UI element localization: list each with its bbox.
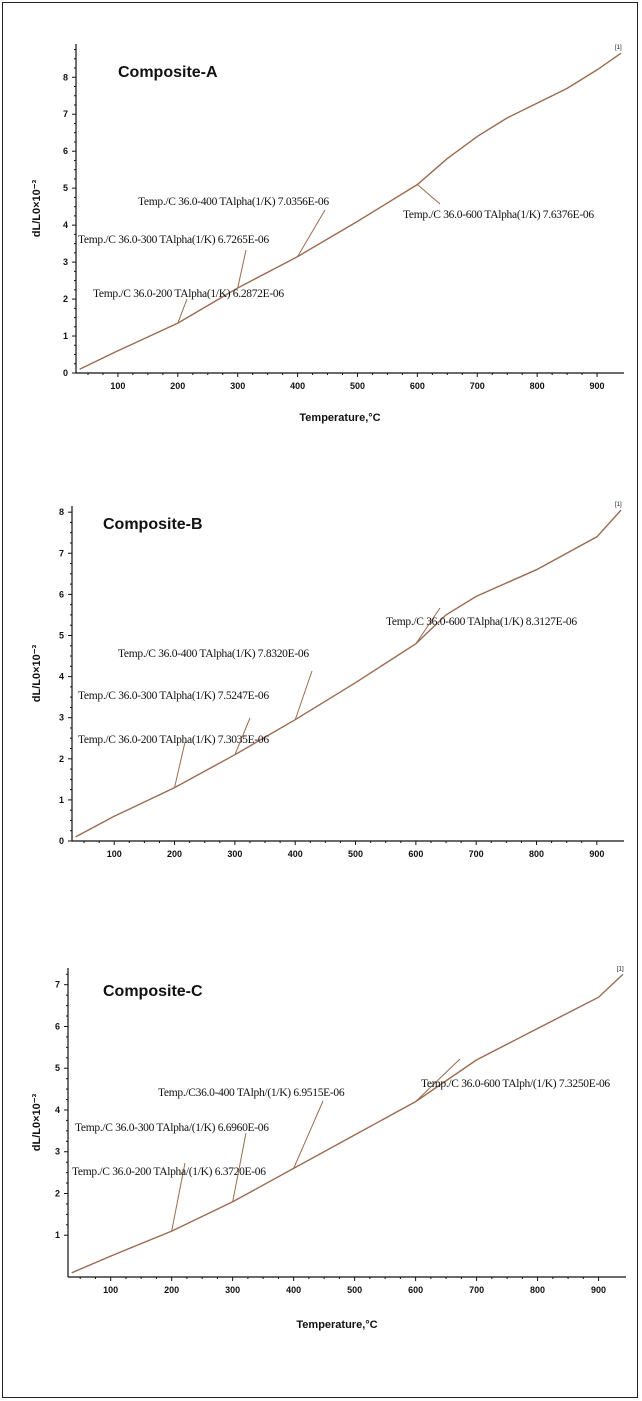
x-tick-label: 500 bbox=[350, 381, 365, 391]
x-tick-label: 600 bbox=[408, 1285, 423, 1295]
annotation-leader bbox=[417, 184, 441, 205]
annotation-leader bbox=[293, 1100, 324, 1169]
x-tick-label: 400 bbox=[286, 1285, 301, 1295]
x-tick-label: 500 bbox=[347, 1285, 362, 1295]
y-tick-label: 3 bbox=[63, 257, 68, 267]
x-tick-label: 700 bbox=[470, 381, 485, 391]
x-tick-label: 300 bbox=[225, 1285, 240, 1295]
y-tick-label: 2 bbox=[63, 294, 68, 304]
series-line bbox=[75, 509, 622, 838]
annotation-leader bbox=[232, 1132, 247, 1202]
y-tick-label: 4 bbox=[55, 1105, 60, 1115]
x-tick-label: 900 bbox=[589, 849, 604, 859]
series-line bbox=[79, 52, 622, 370]
y-axis-label: dL/L0×10⁻³ bbox=[31, 1093, 43, 1151]
annotation-label: Temp./C 36.0-600 TAlph/(1/K) 7.3250E-06 bbox=[421, 1078, 610, 1090]
end-marker: [1] bbox=[617, 966, 624, 972]
y-tick-label: 0 bbox=[63, 368, 68, 378]
x-axis-label: Temperature,°C bbox=[296, 1319, 377, 1331]
x-tick-label: 700 bbox=[469, 849, 484, 859]
x-tick-label: 600 bbox=[410, 381, 425, 391]
y-tick-label: 6 bbox=[59, 589, 64, 599]
annotation-label: Temp./C 36.0-400 TAlpha(1/K) 7.0356E-06 bbox=[138, 196, 329, 208]
y-tick-label: 4 bbox=[63, 220, 68, 230]
annotation-label: Temp./C 36.0-600 TAlpha(1/K) 8.3127E-06 bbox=[386, 616, 577, 628]
annotation-leader bbox=[294, 670, 313, 720]
x-tick-label: 800 bbox=[530, 1285, 545, 1295]
x-tick-label: 100 bbox=[103, 1285, 118, 1295]
annotation-label: Temp./C 36.0-300 TAlpha(1/K) 6.7265E-06 bbox=[78, 234, 269, 246]
annotation-leader bbox=[234, 717, 251, 755]
y-tick-label: 7 bbox=[55, 980, 60, 990]
chart-panel-1: 100 200 300 400 500 600 700 800 900 0 1 2 3 4 5 6 7 8 dL/L… bbox=[31, 44, 624, 424]
series-line bbox=[71, 973, 624, 1274]
x-tick-label: 100 bbox=[110, 381, 125, 391]
annotation-label: Temp./C 36.0-200 TAlpha/(1/K) 6.3720E-06 bbox=[72, 1166, 266, 1178]
y-tick-label: 8 bbox=[63, 72, 68, 82]
annotation-label: Temp./C 36.0-300 TAlpha(1/K) 7.5247E-06 bbox=[78, 690, 269, 702]
x-tick-label: 400 bbox=[288, 849, 303, 859]
y-axis-label: dL/L0×10⁻³ bbox=[31, 179, 43, 237]
x-tick-label: 300 bbox=[227, 849, 242, 859]
x-tick-label: 500 bbox=[348, 849, 363, 859]
x-tick-label: 700 bbox=[469, 1285, 484, 1295]
y-tick-label: 2 bbox=[59, 754, 64, 764]
annotation-leader bbox=[171, 1162, 186, 1232]
x-tick-label: 100 bbox=[107, 849, 122, 859]
x-tick-label: 400 bbox=[290, 381, 305, 391]
x-tick-label: 600 bbox=[408, 849, 423, 859]
y-tick-label: 5 bbox=[55, 1063, 60, 1073]
y-tick-label: 3 bbox=[59, 713, 64, 723]
y-tick-label: 5 bbox=[59, 630, 64, 640]
annotation-leader bbox=[415, 1058, 461, 1102]
chart-title: Composite-C bbox=[103, 983, 203, 1000]
end-marker: [1] bbox=[615, 502, 622, 508]
y-tick-label: 3 bbox=[55, 1147, 60, 1157]
annotation-label: Temp./C 36.0-400 TAlpha(1/K) 7.8320E-06 bbox=[118, 648, 309, 660]
chart-title: Composite-B bbox=[103, 516, 203, 533]
y-tick-label: 4 bbox=[59, 672, 64, 682]
y-axis-label: dL/L0×10⁻³ bbox=[31, 644, 43, 702]
x-tick-label: 800 bbox=[529, 849, 544, 859]
x-tick-label: 200 bbox=[167, 849, 182, 859]
chart-title: Composite-A bbox=[118, 64, 218, 81]
x-tick-label: 200 bbox=[164, 1285, 179, 1295]
chart-panel-2: 100 200 300 400 500 600 700 800 900 0 1 2 3 4 5 6 7 8 dL/L… bbox=[31, 502, 624, 859]
y-tick-label: 7 bbox=[59, 548, 64, 558]
annotation-label: Temp./C 36.0-200 TAlpha(1/K) 7.3035E-06 bbox=[78, 734, 269, 746]
x-axis-label: Temperature,°C bbox=[299, 412, 380, 424]
annotation-leader bbox=[297, 209, 326, 257]
end-marker: [1] bbox=[615, 45, 622, 51]
x-tick-label: 300 bbox=[230, 381, 245, 391]
x-tick-label: 900 bbox=[591, 1285, 606, 1295]
x-tick-label: 800 bbox=[530, 381, 545, 391]
annotation-label: Temp./C 36.0-200 TAlpha(1/K) 6.2872E-06 bbox=[93, 288, 284, 300]
y-tick-label: 8 bbox=[59, 507, 64, 517]
y-tick-label: 2 bbox=[55, 1188, 60, 1198]
annotation-label: Temp./C36.0-400 TAlph/(1/K) 6.9515E-06 bbox=[158, 1087, 345, 1099]
annotation-label: Temp./C 36.0-300 TAlpha/(1/K) 6.6960E-06 bbox=[75, 1122, 269, 1134]
annotation-leader bbox=[415, 607, 441, 644]
x-tick-label: 200 bbox=[170, 381, 185, 391]
y-tick-label: 5 bbox=[63, 183, 68, 193]
annotation-leader bbox=[174, 741, 186, 788]
annotation-leader bbox=[177, 298, 188, 324]
y-tick-label: 6 bbox=[63, 146, 68, 156]
y-tick-label: 0 bbox=[59, 836, 64, 846]
chart-panel-3: 100 200 300 400 500 600 700 800 900 1 2 3 4 5 6 7 dL/L0×… bbox=[31, 966, 626, 1331]
y-tick-label: 1 bbox=[63, 331, 68, 341]
annotation-label: Temp./C 36.0-600 TAlpha(1/K) 7.6376E-06 bbox=[403, 209, 594, 221]
y-tick-label: 6 bbox=[55, 1021, 60, 1031]
y-tick-label: 7 bbox=[63, 109, 68, 119]
annotation-leader bbox=[237, 249, 247, 289]
x-tick-label: 900 bbox=[590, 381, 605, 391]
y-tick-label: 1 bbox=[59, 795, 64, 805]
y-tick-label: 1 bbox=[55, 1230, 60, 1240]
